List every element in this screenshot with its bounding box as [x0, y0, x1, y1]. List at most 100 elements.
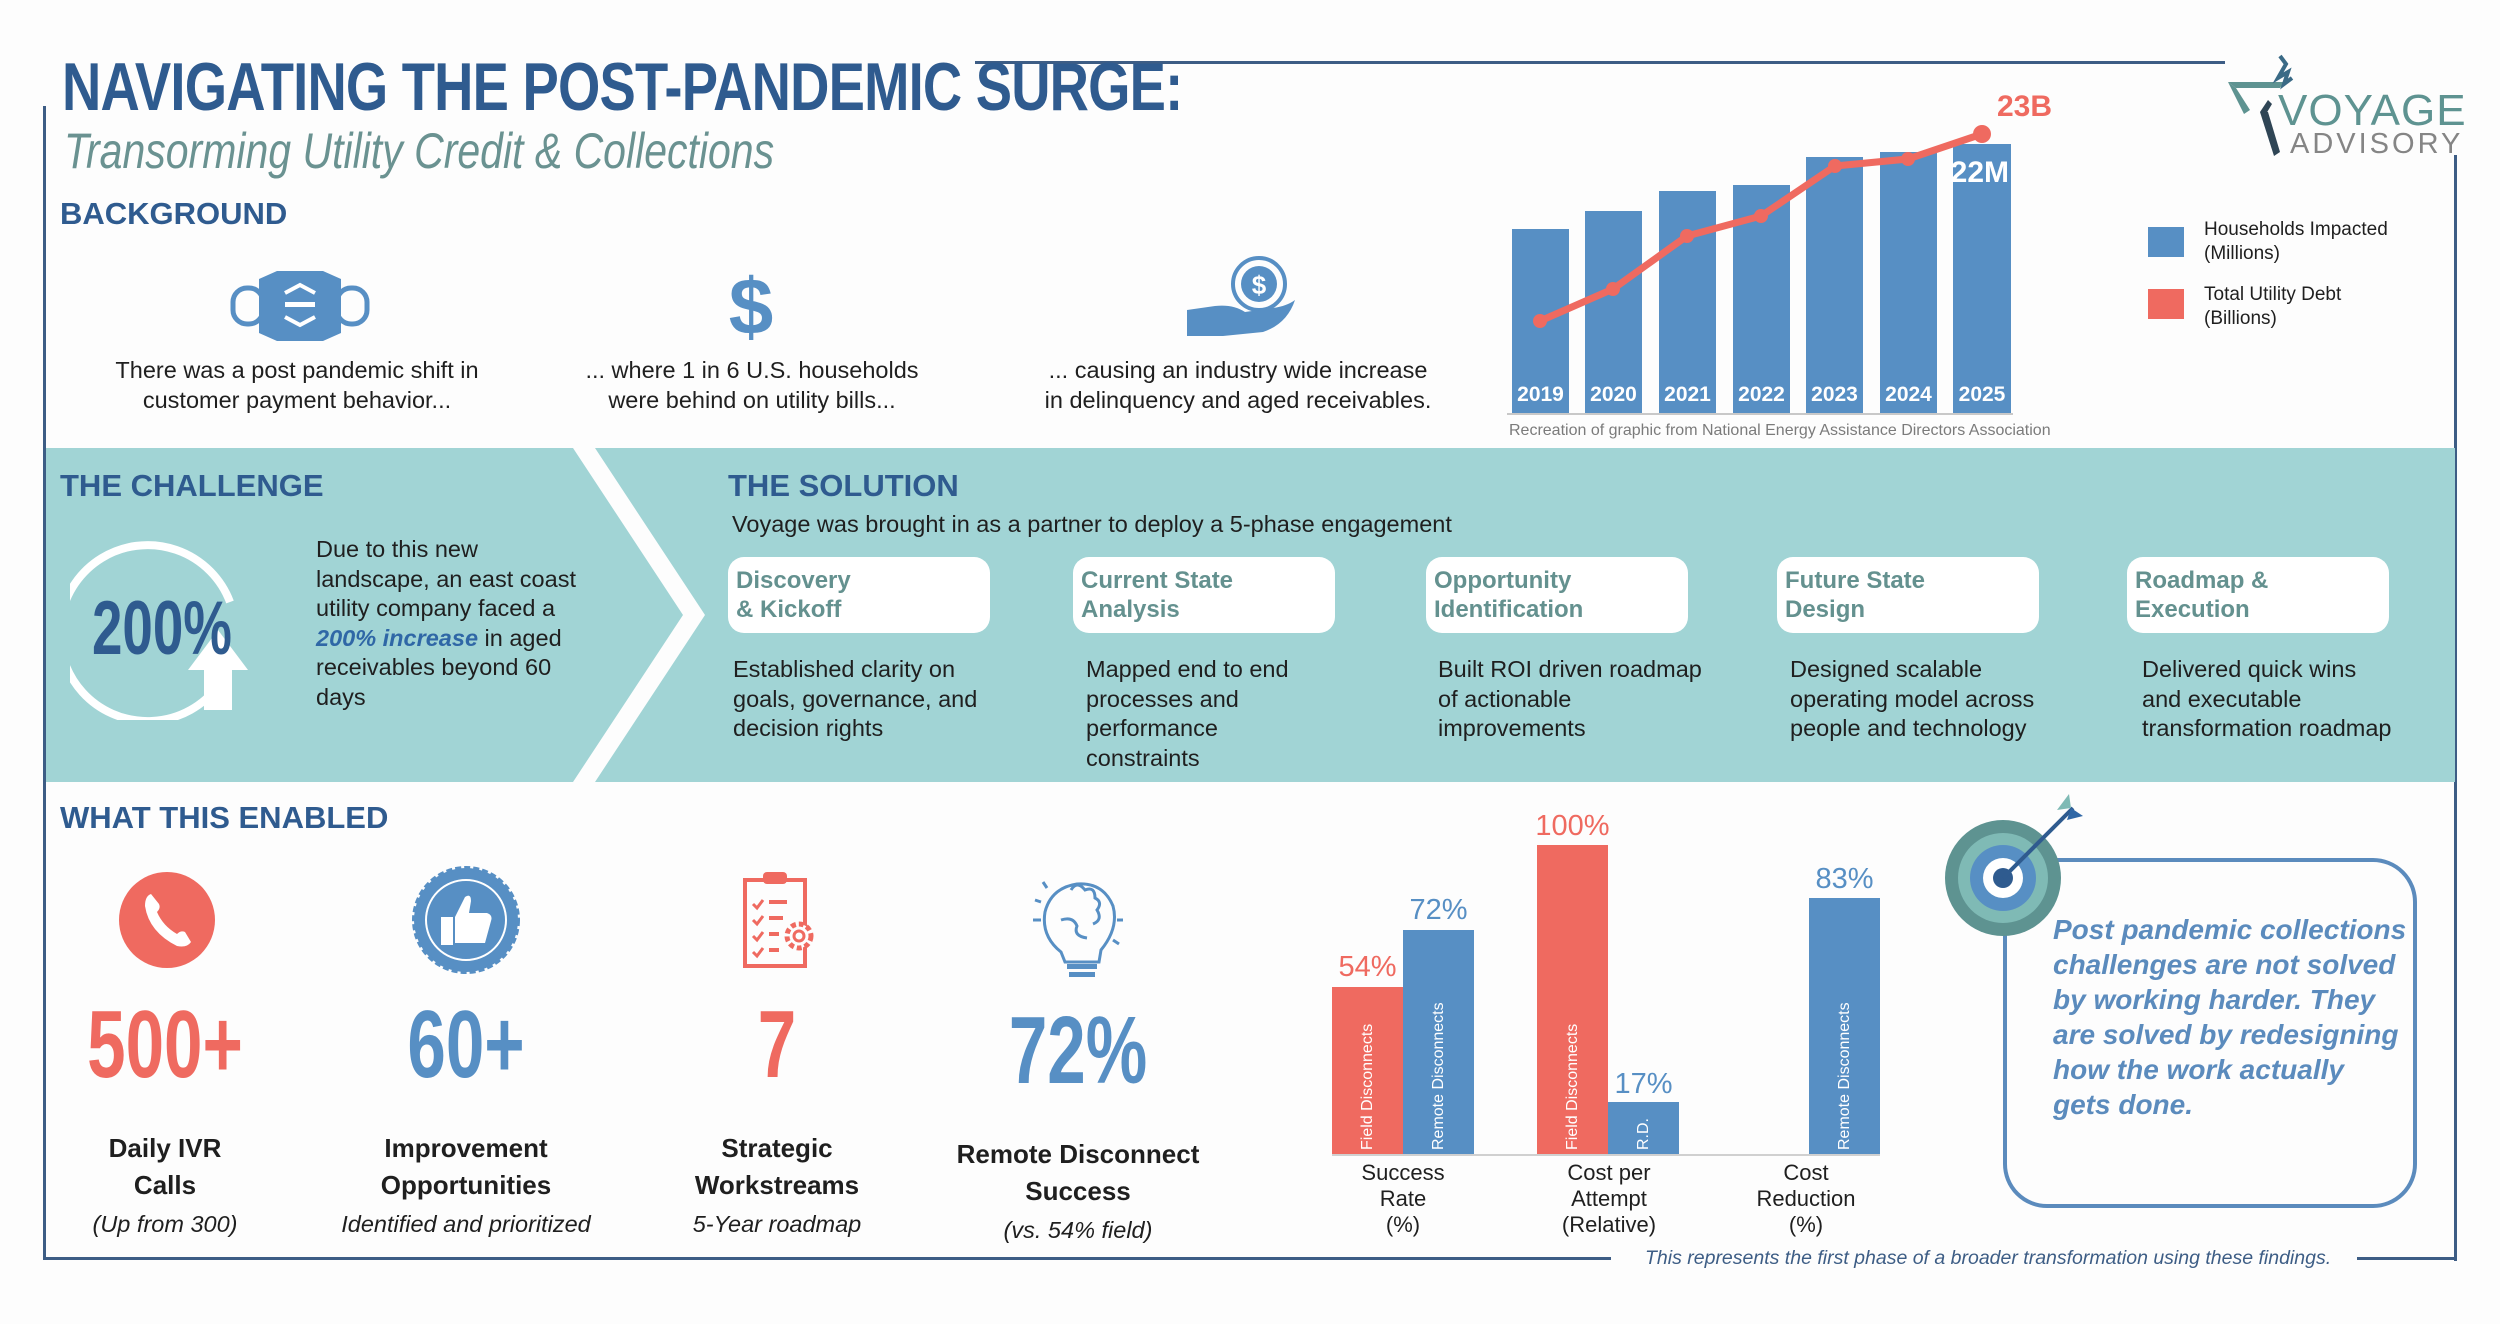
debt-value-label: 23B: [1996, 90, 2052, 123]
bar-value-label: 83%: [1815, 863, 1874, 895]
stat-label: Strategic: [721, 1133, 833, 1163]
bar-2021: 2021: [1659, 191, 1716, 413]
debt-trend-line: [1533, 125, 1991, 328]
page-title: NAVIGATING THE POST-PANDEMIC SURGE:: [62, 49, 1183, 125]
challenge-description: Due to this new landscape, an east coast…: [316, 536, 576, 710]
frame-bottom-border-right: [2357, 1257, 2457, 1260]
frame-top-border: [975, 61, 2225, 64]
stat-value: 500+: [87, 991, 243, 1098]
bar-inner-label: Field Disconnects: [1563, 1023, 1581, 1150]
bar-year-label: 2021: [1664, 383, 1711, 406]
stat-improvement-opportunities: 60+ Improvement Opportunities Identified…: [316, 860, 616, 1250]
stat-subtext: (vs. 54% field): [1003, 1217, 1153, 1243]
stat-remote-disconnect: 72% Remote Disconnect Success (vs. 54% f…: [928, 860, 1228, 1250]
bar-year-label: 2022: [1738, 383, 1785, 406]
frame-right-border: [2454, 155, 2457, 1261]
bar-remote-success: Remote Disconnects: [1403, 930, 1474, 1154]
bar-year-label: 2024: [1885, 383, 1932, 406]
voyage-advisory-logo: VOYAGE ADVISORY: [2222, 52, 2466, 162]
legend-swatch-coral: [2148, 289, 2184, 319]
legend-label: Households Impacted: [2204, 219, 2388, 240]
stat-strategic-workstreams: 7 Strategic Workstreams 5-Year roadmap: [627, 860, 927, 1250]
bar-2025: 2025: [1953, 144, 2011, 413]
key-insight-callout: [2003, 858, 2417, 1208]
phase-card-discovery: Discovery & Kickoff: [728, 557, 990, 633]
bar-2022: 2022: [1733, 185, 1790, 413]
challenge-emphasis: 200% increase: [316, 624, 479, 651]
stat-label: Daily IVR: [108, 1133, 222, 1163]
bar-remote-cost: R.D.: [1608, 1102, 1679, 1154]
stat-value: 7: [757, 991, 797, 1098]
legend-label: (Billions): [2204, 308, 2277, 329]
stat-label: Improvement: [384, 1133, 548, 1163]
bar-value-label: 17%: [1614, 1068, 1673, 1100]
face-mask-icon: [230, 271, 370, 341]
bar-year-label: 2019: [1517, 383, 1564, 406]
stat-label: Workstreams: [694, 1170, 860, 1200]
bar-year-label: 2023: [1811, 383, 1858, 406]
bar-remote-reduction: Remote Disconnects: [1809, 898, 1880, 1154]
bar-value-label: 54%: [1338, 951, 1397, 983]
stat-subtext: 5-Year roadmap: [692, 1211, 862, 1237]
stat-subtext: Identified and prioritized: [341, 1211, 591, 1237]
phase-card-opportunity: Opportunity Identification: [1426, 557, 1688, 633]
category-label-cost-reduction: Cost Reduction (%): [1756, 1160, 1856, 1237]
category-label-cost-per-attempt: Cost per Attempt (Relative): [1561, 1160, 1657, 1237]
frame-left-border: [43, 106, 46, 1260]
legend-label: Total Utility Debt: [2204, 284, 2342, 305]
logo-wordmark-advisory: ADVISORY: [2290, 128, 2464, 160]
dollar-sign-icon: $: [729, 270, 774, 342]
bar-2020: 2020: [1585, 211, 1642, 413]
stat-value: 72%: [1008, 997, 1148, 1104]
stat-value: 60+: [407, 991, 525, 1098]
svg-text:$: $: [729, 270, 774, 342]
background-text-line: customer payment behavior...: [142, 387, 452, 413]
stat-label: Opportunities: [380, 1170, 552, 1200]
chart-source-note: Recreation of graphic from National Ener…: [1509, 422, 2051, 439]
category-label-success-rate: Success Rate (%): [1361, 1160, 1445, 1237]
bar-year-label: 2025: [1958, 383, 2006, 406]
disconnect-comparison-chart: Field Disconnects 54% Remote Disconnects…: [1320, 805, 1920, 1245]
households-debt-chart: 2019 2020 2021 2022 2023 2024 2025 23B 2…: [1505, 80, 2125, 450]
bar-inner-label: R.D.: [1634, 1118, 1652, 1150]
phase-card-roadmap: Roadmap & Execution: [2127, 557, 2389, 633]
bar-field-cost: Field Disconnects: [1537, 845, 1608, 1154]
challenge-big-number: 200%: [92, 586, 232, 671]
chart-baseline: [1332, 1154, 1880, 1156]
phase-description: Established clarity on goals, governance…: [733, 656, 978, 741]
stat-label: Calls: [133, 1170, 197, 1200]
bar-year-label: 2020: [1590, 383, 1637, 406]
logo-wordmark-voyage: VOYAGE: [2278, 86, 2467, 135]
phase-description: Mapped end to end processes and performa…: [1086, 656, 1289, 771]
enabled-heading: WHAT THIS ENABLED: [60, 800, 389, 835]
bar-value-label: 72%: [1409, 894, 1468, 926]
challenge-heading: THE CHALLENGE: [60, 468, 324, 503]
solution-heading: THE SOLUTION: [728, 468, 959, 503]
bar-inner-label: Remote Disconnects: [1835, 1002, 1853, 1150]
chevron-divider: [573, 448, 705, 782]
phase-description: Designed scalable operating model across…: [1790, 656, 2035, 741]
phase-description: Built ROI driven roadmap of actionable i…: [1438, 656, 1702, 741]
page-subtitle: Transorming Utility Credit & Collections: [64, 123, 775, 179]
phase-description: Delivered quick wins and executable tran…: [2142, 656, 2392, 741]
bar-field-success: Field Disconnects: [1332, 987, 1403, 1154]
background-text-line: ... where 1 in 6 U.S. households: [585, 357, 919, 383]
background-text-line: There was a post pandemic shift in: [115, 357, 479, 383]
bar-2023: 2023: [1806, 157, 1863, 413]
logo-mark-icon: [2228, 54, 2294, 156]
lightbulb-puzzle-icon: [1033, 881, 1123, 977]
key-insight-text: Post pandemic collections challenges are…: [2053, 914, 2407, 1120]
background-text-line: ... causing an industry wide increase: [1048, 357, 1428, 383]
target-arrow-icon: [1945, 794, 2083, 936]
legend-label: (Millions): [2204, 243, 2280, 264]
phase-card-current-state: Current State Analysis: [1073, 557, 1335, 633]
bar-2024: 2024: [1880, 152, 1937, 413]
phone-icon: [119, 872, 215, 968]
chart-baseline: [1507, 413, 2013, 415]
background-heading: BACKGROUND: [60, 196, 288, 231]
legend-swatch-blue: [2148, 227, 2184, 257]
households-value-label: 22M: [1950, 156, 2009, 189]
thumbs-up-badge-icon: [412, 866, 520, 974]
svg-text:$: $: [1252, 270, 1267, 300]
bar-inner-label: Remote Disconnects: [1429, 1002, 1447, 1150]
